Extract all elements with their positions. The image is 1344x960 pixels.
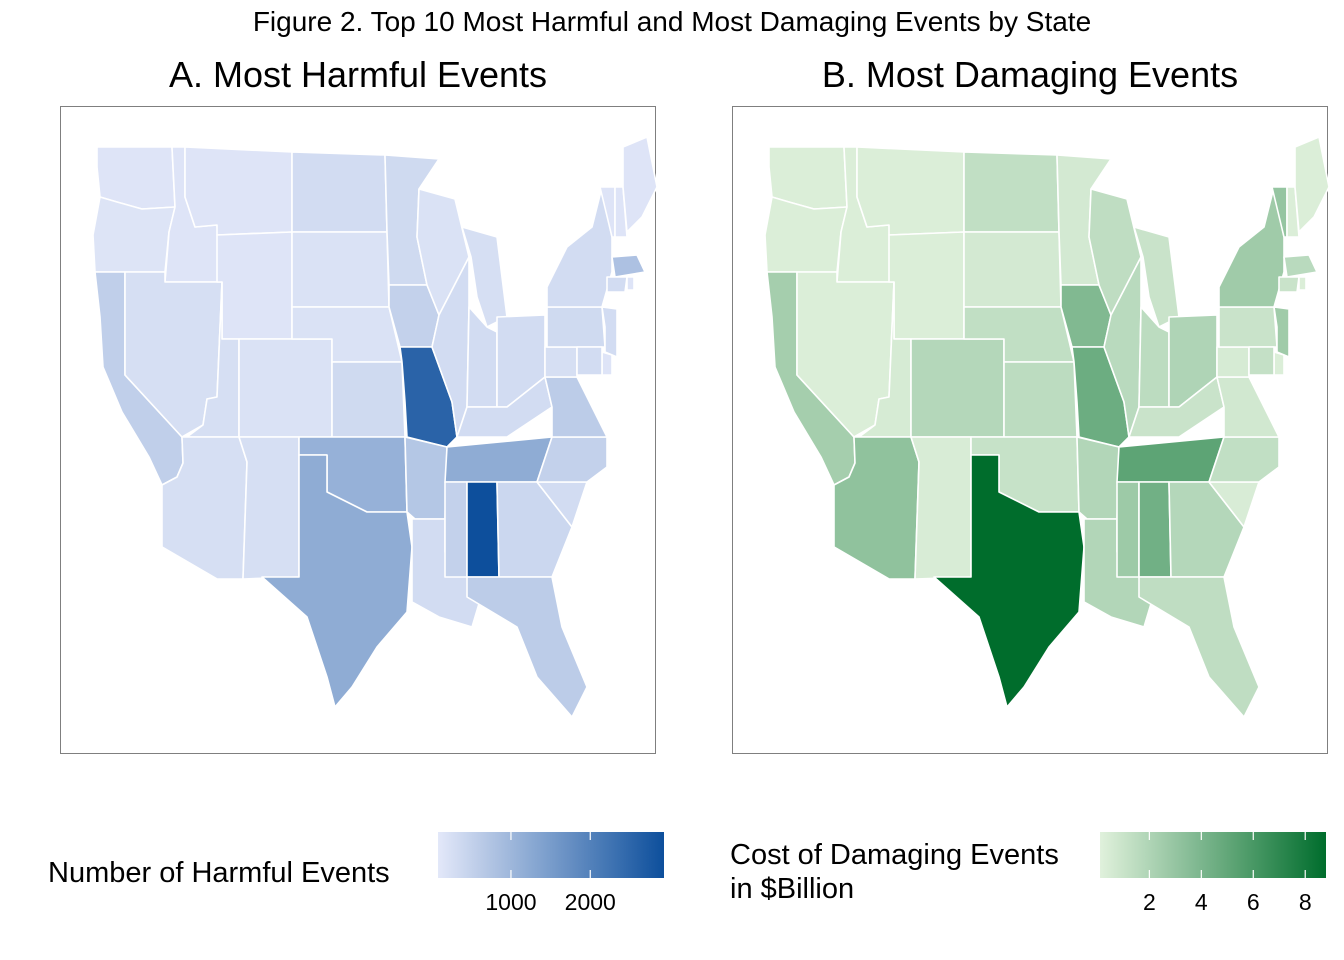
damaging-state-nc bbox=[1208, 436, 1280, 483]
harmful-state-al bbox=[466, 481, 500, 578]
harmful-state-ny bbox=[546, 186, 613, 308]
damaging-state-tn bbox=[1116, 436, 1225, 483]
damaging-state-tx bbox=[933, 454, 1085, 708]
damaging-legend-title: Cost of Damaging Events in $Billion bbox=[730, 838, 1059, 906]
panel-a-title: A. Most Harmful Events bbox=[168, 54, 548, 95]
harmful-state-co bbox=[238, 338, 333, 438]
harmful-state-md bbox=[576, 346, 603, 376]
harmful-state-tn bbox=[444, 436, 553, 483]
damaging-legend-title-line-2: in $Billion bbox=[730, 873, 855, 905]
harmful-state-wv bbox=[544, 346, 578, 378]
damaging-state-wv bbox=[1216, 346, 1250, 378]
figure-title: Figure 2. Top 10 Most Harmful and Most D… bbox=[252, 6, 1092, 37]
damaging-state-mt bbox=[856, 146, 965, 236]
damaging-state-or bbox=[764, 196, 848, 273]
damaging-state-ks bbox=[1003, 361, 1078, 438]
damaging-legend-title-line-1: Cost of Damaging Events bbox=[730, 839, 1059, 871]
damaging-legend-tick-label: 2 bbox=[1143, 889, 1156, 915]
harmful-legend-colorbar: 1000 2000 bbox=[438, 832, 664, 915]
damaging-state-ny bbox=[1218, 186, 1285, 308]
harmful-state-ga bbox=[496, 481, 573, 578]
harmful-legend-title: Number of Harmful Events bbox=[48, 857, 390, 889]
harmful-state-va bbox=[544, 376, 608, 438]
harmful-events-map bbox=[60, 106, 657, 754]
damaging-state-fl bbox=[1138, 576, 1260, 718]
harmful-state-nc bbox=[536, 436, 608, 483]
harmful-state-nm bbox=[238, 436, 300, 580]
harmful-state-pa bbox=[546, 306, 606, 348]
harmful-legend-gradient-bar bbox=[438, 832, 664, 878]
damaging-legend-tick-label: 6 bbox=[1247, 889, 1260, 915]
harmful-state-ks bbox=[331, 361, 406, 438]
harmful-state-ar bbox=[404, 436, 448, 520]
harmful-state-sd bbox=[291, 231, 390, 308]
harmful-state-nj bbox=[601, 306, 618, 358]
harmful-state-ms bbox=[444, 481, 468, 578]
harmful-state-fl bbox=[466, 576, 588, 718]
damaging-state-de bbox=[1273, 351, 1285, 376]
damaging-legend-tick-label: 8 bbox=[1299, 889, 1312, 915]
damaging-state-ga bbox=[1168, 481, 1245, 578]
harmful-state-tx bbox=[261, 454, 413, 708]
harmful-state-ma bbox=[611, 254, 646, 278]
damaging-state-va bbox=[1216, 376, 1280, 438]
damaging-state-ar bbox=[1076, 436, 1120, 520]
damaging-state-ma bbox=[1283, 254, 1318, 278]
damaging-legend-tick-label: 4 bbox=[1195, 889, 1208, 915]
harmful-state-mt bbox=[184, 146, 293, 236]
damaging-state-ri bbox=[1298, 276, 1307, 291]
damaging-state-md bbox=[1248, 346, 1275, 376]
damaging-state-nd bbox=[963, 151, 1060, 233]
damaging-state-wy bbox=[888, 231, 965, 340]
damaging-legend-colorbar: 2 4 6 8 bbox=[1100, 832, 1326, 915]
harmful-legend-tick-label: 2000 bbox=[565, 889, 616, 915]
damaging-state-sd bbox=[963, 231, 1062, 308]
harmful-state-de bbox=[601, 351, 613, 376]
damaging-state-al bbox=[1138, 481, 1172, 578]
damaging-state-ms bbox=[1116, 481, 1140, 578]
damaging-legend-gradient-bar bbox=[1100, 832, 1326, 878]
damaging-state-nm bbox=[910, 436, 972, 580]
damaging-state-co bbox=[910, 338, 1005, 438]
damaging-state-pa bbox=[1218, 306, 1278, 348]
harmful-legend-tick-label: 1000 bbox=[485, 889, 536, 915]
damaging-state-ct bbox=[1278, 276, 1300, 293]
harmful-state-me bbox=[622, 136, 657, 233]
panel-b-title: B. Most Damaging Events bbox=[821, 54, 1239, 95]
damaging-events-map-svg bbox=[764, 136, 1329, 718]
harmful-state-ct bbox=[606, 276, 628, 293]
harmful-events-map-svg bbox=[92, 136, 657, 718]
harmful-state-wy bbox=[216, 231, 293, 340]
harmful-state-ri bbox=[626, 276, 635, 291]
harmful-state-or bbox=[92, 196, 176, 273]
damaging-state-nj bbox=[1273, 306, 1290, 358]
damaging-events-map bbox=[732, 106, 1329, 754]
damaging-state-me bbox=[1294, 136, 1329, 233]
harmful-state-nd bbox=[291, 151, 388, 233]
